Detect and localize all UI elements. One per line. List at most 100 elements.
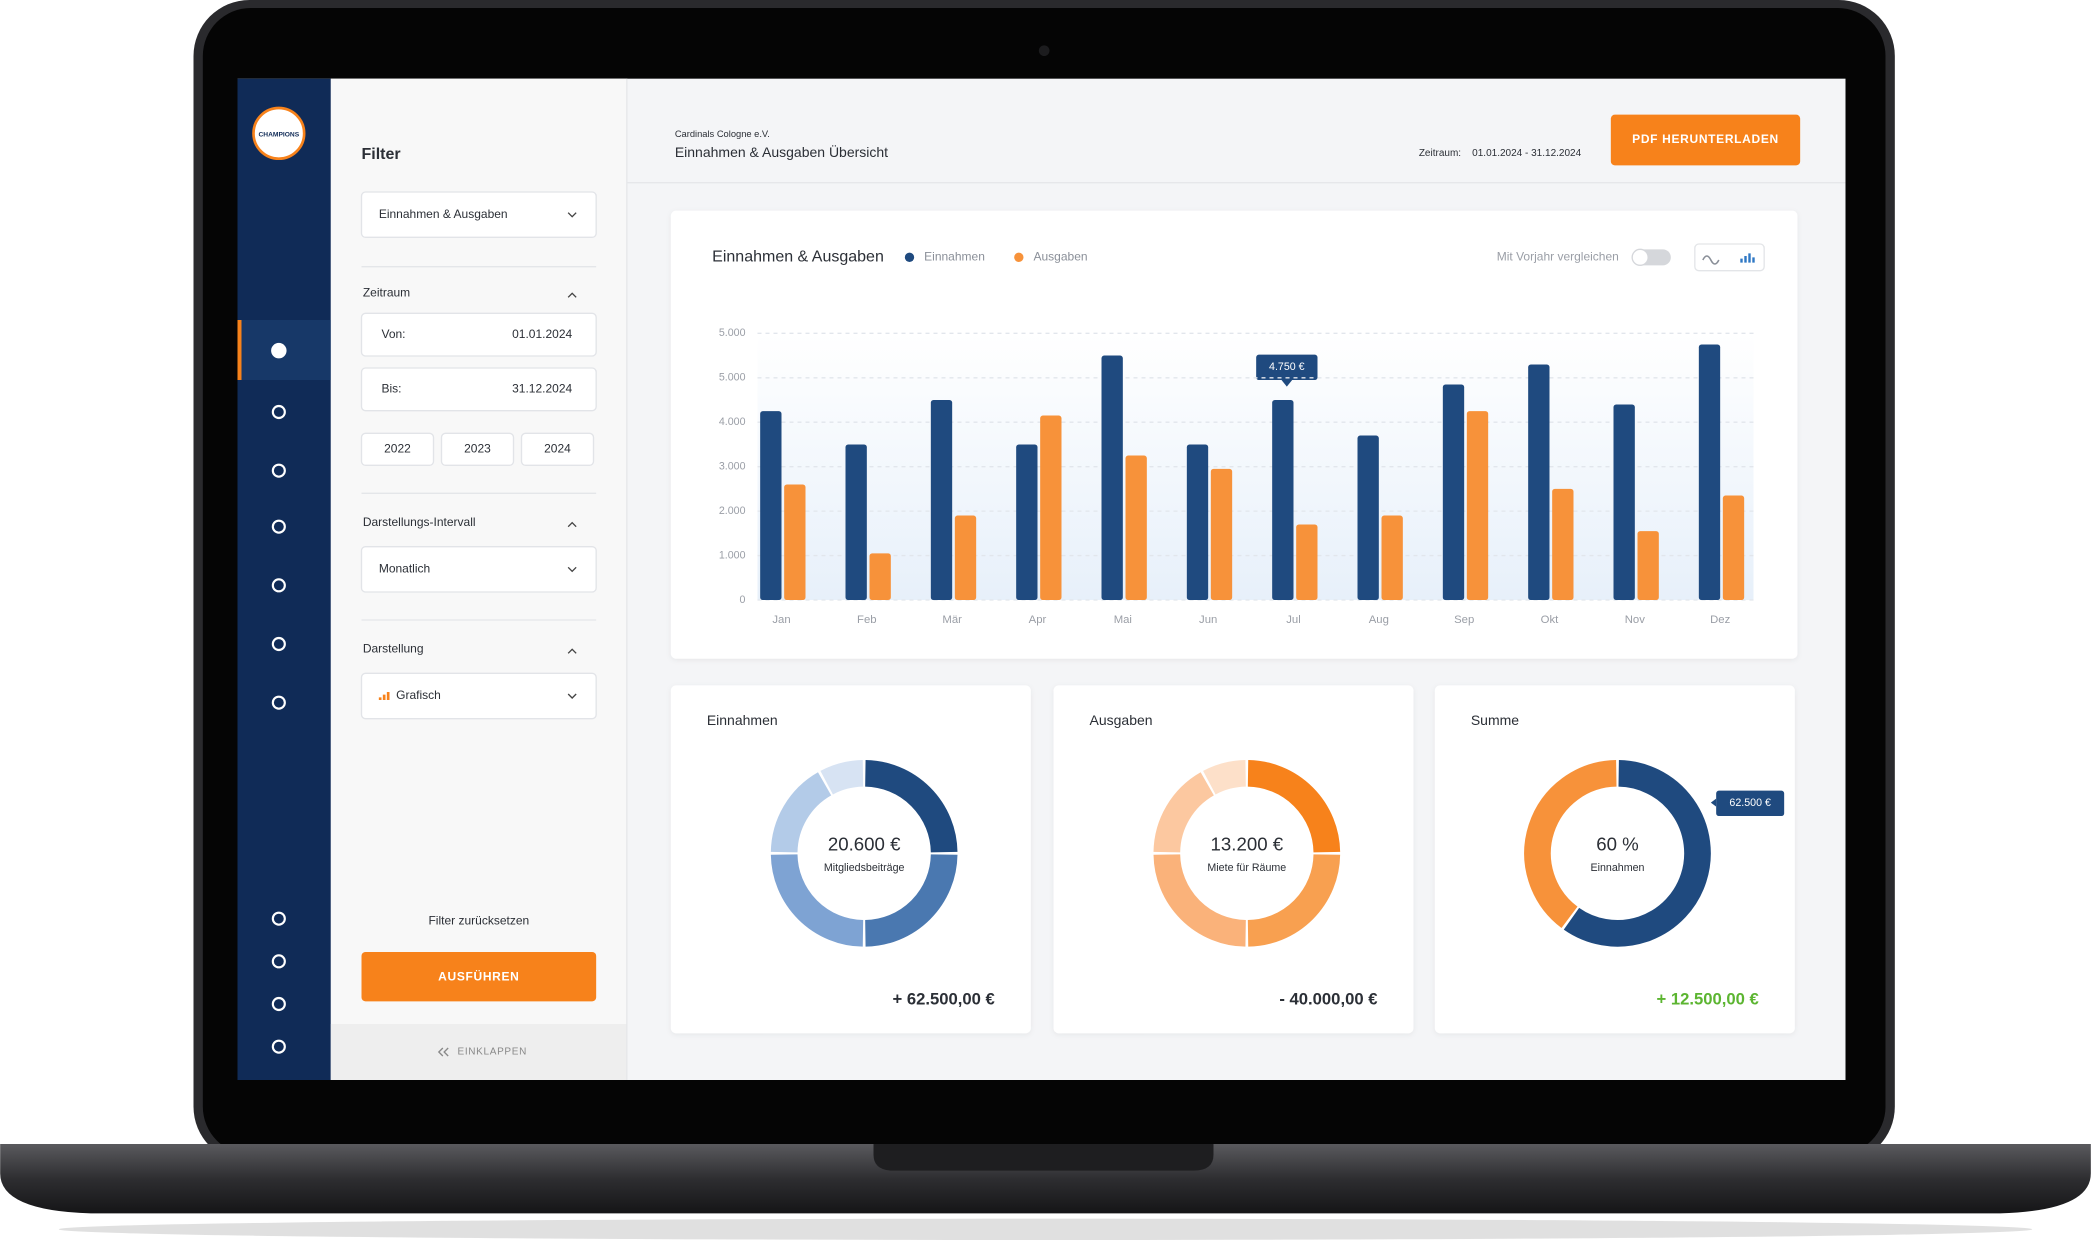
donut-segment [864,853,958,947]
period-label: Zeitraum: [1419,148,1461,159]
bar-view-icon[interactable] [1740,253,1755,263]
reset-link[interactable]: Filter zurücksetzen [428,914,529,928]
x-tick-label: Feb [857,614,877,626]
y-tick-label: 5.000 [719,372,746,384]
donut-segment [770,853,864,947]
year-label: 2024 [544,442,571,456]
legend-dot [904,252,915,262]
bar [930,400,953,600]
nav-icon[interactable] [271,636,286,652]
donut-label: Miete für Räume [1207,862,1286,874]
card-title: Summe [1471,712,1519,728]
chevron[interactable] [567,566,577,573]
to-input[interactable] [360,367,597,412]
download-button[interactable] [1610,114,1801,166]
logo-text: CHAMPIONS [258,131,299,138]
x-tick-label: Dez [1710,614,1730,626]
bar [1101,355,1123,600]
nav-icon[interactable] [271,519,286,534]
card-title: Einnahmen [707,712,778,728]
chevron[interactable] [567,212,577,218]
bar [869,553,891,600]
nav-icon[interactable] [271,578,286,593]
chevron[interactable] [567,693,577,699]
tooltip-pointer [1710,798,1717,807]
chart-icon [378,692,390,700]
legend-dot [1014,252,1024,262]
year-label: 2022 [384,442,411,456]
nav-icon[interactable] [271,404,286,420]
from-input[interactable] [360,312,597,357]
y-tick-label: 3.000 [719,460,746,472]
bar [1466,411,1489,600]
year-button[interactable] [440,432,515,466]
card [670,685,1031,1034]
from-label: Von: [382,327,406,341]
bar [1186,444,1209,600]
nav-icon[interactable] [271,911,286,926]
to-label: Bis: [382,382,402,396]
collapse-icon[interactable] [437,1047,449,1057]
card [1053,685,1414,1034]
x-tick-label: Sep [1454,614,1474,626]
bar [1637,531,1659,600]
x-tick-label: Jun [1199,614,1217,626]
donut-segment [1247,760,1341,853]
y-tick-label: 0 [740,594,746,606]
x-tick-label: Okt [1541,614,1559,626]
bar [784,484,806,600]
bar [760,411,782,600]
donut-value: 13.200 € [1211,833,1284,854]
donut-segment [1563,760,1711,947]
x-tick-label: Jan [772,614,790,626]
run-button[interactable] [361,952,597,1002]
nav-icon[interactable] [271,1039,286,1054]
donut-label: Mitgliedsbeiträge [824,862,905,874]
nav-icon[interactable] [271,463,286,478]
filter-title: Filter [362,146,401,163]
org-name: Cardinals Cologne e.V. [675,129,770,139]
nav-icon[interactable] [271,342,287,359]
display-select[interactable] [360,672,597,720]
bar [1381,515,1403,600]
to-value: 31.12.2024 [512,382,572,396]
y-tick-label: 4.000 [719,416,746,428]
type-select[interactable] [360,191,597,238]
interval-select[interactable] [360,545,597,593]
laptop-base [0,1144,2091,1214]
bar [1357,435,1379,600]
bar [1272,400,1294,600]
donut-value: 20.600 € [828,833,901,854]
bar [954,515,977,600]
chevron[interactable] [567,648,577,654]
summe-tooltip [1716,790,1785,816]
bar [1613,404,1635,600]
nav-icon[interactable] [271,996,286,1012]
chart-title: Einnahmen & Ausgaben [712,249,884,266]
bar [1016,444,1038,600]
card-total: + 62.500,00 € [892,989,994,1008]
nav-icon[interactable] [271,695,286,710]
donut-segment [1203,760,1247,795]
year-button[interactable] [520,432,595,466]
card-title: Ausgaben [1090,712,1153,728]
section-label: Zeitraum [363,286,410,300]
bar [1722,495,1745,600]
year-button[interactable] [360,432,435,466]
bar [845,444,867,600]
toggle-knob [1631,248,1649,266]
chevron[interactable] [567,521,577,528]
logo[interactable] [252,106,306,160]
x-tick-label: Nov [1625,614,1645,626]
collapse-area[interactable] [330,1024,627,1080]
nav-icon[interactable] [271,954,286,969]
view-switch[interactable] [1694,243,1765,272]
bar [1698,344,1721,600]
line-view-icon[interactable] [1702,255,1720,265]
y-tick-label: 5.000 [719,327,746,339]
donut-segment [1153,853,1247,947]
chevron[interactable] [567,292,577,298]
donut-segment [1153,772,1215,853]
bar [1296,524,1318,600]
